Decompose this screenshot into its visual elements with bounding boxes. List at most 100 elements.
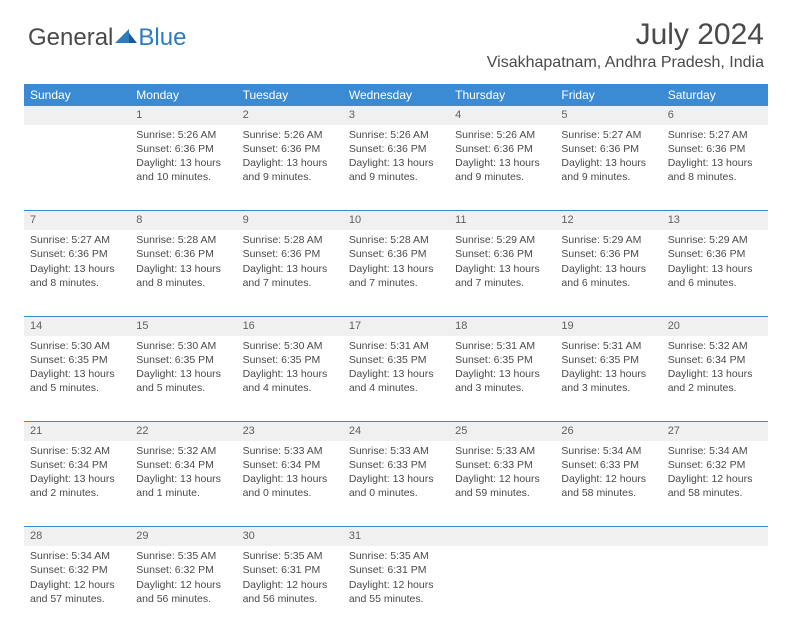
daylight-line2: and 6 minutes. — [561, 276, 655, 290]
day-number: 5 — [555, 106, 661, 125]
day-number: 24 — [343, 422, 449, 441]
day-cell: Sunrise: 5:28 AMSunset: 6:36 PMDaylight:… — [130, 230, 236, 316]
logo: General Blue — [28, 24, 186, 52]
daylight-line2: and 9 minutes. — [243, 170, 337, 184]
sunset-text: Sunset: 6:33 PM — [561, 458, 655, 472]
day-number-row: 28293031 — [24, 527, 768, 546]
sunrise-text: Sunrise: 5:30 AM — [30, 339, 124, 353]
daylight-line1: Daylight: 12 hours — [30, 578, 124, 592]
sunset-text: Sunset: 6:36 PM — [561, 142, 655, 156]
day-cell: Sunrise: 5:30 AMSunset: 6:35 PMDaylight:… — [237, 336, 343, 422]
sunrise-text: Sunrise: 5:32 AM — [136, 444, 230, 458]
day-cell: Sunrise: 5:31 AMSunset: 6:35 PMDaylight:… — [343, 336, 449, 422]
sunset-text: Sunset: 6:36 PM — [349, 142, 443, 156]
daylight-line1: Daylight: 13 hours — [30, 472, 124, 486]
sunrise-text: Sunrise: 5:28 AM — [243, 233, 337, 247]
day-number: 26 — [555, 422, 661, 441]
weekday-header: Monday — [130, 84, 236, 106]
sunset-text: Sunset: 6:35 PM — [243, 353, 337, 367]
sunset-text: Sunset: 6:33 PM — [349, 458, 443, 472]
sunset-text: Sunset: 6:35 PM — [455, 353, 549, 367]
day-number: 29 — [130, 527, 236, 546]
day-cell: Sunrise: 5:33 AMSunset: 6:33 PMDaylight:… — [449, 441, 555, 527]
daylight-line1: Daylight: 13 hours — [243, 367, 337, 381]
day-cell — [449, 546, 555, 632]
sunrise-text: Sunrise: 5:31 AM — [561, 339, 655, 353]
daylight-line1: Daylight: 13 hours — [136, 156, 230, 170]
daylight-line1: Daylight: 13 hours — [455, 156, 549, 170]
sunset-text: Sunset: 6:32 PM — [668, 458, 762, 472]
day-cell: Sunrise: 5:28 AMSunset: 6:36 PMDaylight:… — [343, 230, 449, 316]
day-number: 31 — [343, 527, 449, 546]
sunrise-text: Sunrise: 5:27 AM — [668, 128, 762, 142]
day-number: 12 — [555, 211, 661, 230]
sunset-text: Sunset: 6:32 PM — [30, 563, 124, 577]
daylight-line2: and 8 minutes. — [136, 276, 230, 290]
sunset-text: Sunset: 6:35 PM — [30, 353, 124, 367]
location-subtitle: Visakhapatnam, Andhra Pradesh, India — [487, 54, 764, 72]
daylight-line1: Daylight: 12 hours — [243, 578, 337, 592]
daylight-line1: Daylight: 13 hours — [30, 262, 124, 276]
sunset-text: Sunset: 6:36 PM — [136, 247, 230, 261]
title-block: July 2024 Visakhapatnam, Andhra Pradesh,… — [487, 18, 764, 72]
daylight-line2: and 5 minutes. — [30, 381, 124, 395]
day-number: 20 — [662, 316, 768, 335]
sunrise-text: Sunrise: 5:31 AM — [349, 339, 443, 353]
day-cell: Sunrise: 5:34 AMSunset: 6:32 PMDaylight:… — [662, 441, 768, 527]
daylight-line2: and 7 minutes. — [243, 276, 337, 290]
logo-triangle-icon — [115, 24, 137, 52]
sunrise-text: Sunrise: 5:26 AM — [136, 128, 230, 142]
sunrise-text: Sunrise: 5:26 AM — [455, 128, 549, 142]
day-cell — [555, 546, 661, 632]
daylight-line1: Daylight: 13 hours — [561, 262, 655, 276]
daylight-line1: Daylight: 13 hours — [668, 156, 762, 170]
sunrise-text: Sunrise: 5:35 AM — [243, 549, 337, 563]
daylight-line1: Daylight: 13 hours — [561, 367, 655, 381]
daylight-line2: and 57 minutes. — [30, 592, 124, 606]
sunset-text: Sunset: 6:36 PM — [561, 247, 655, 261]
day-number: 30 — [237, 527, 343, 546]
daylight-line2: and 3 minutes. — [455, 381, 549, 395]
day-number: 2 — [237, 106, 343, 125]
day-number: 22 — [130, 422, 236, 441]
sunrise-text: Sunrise: 5:27 AM — [561, 128, 655, 142]
day-number — [449, 527, 555, 546]
daylight-line2: and 3 minutes. — [561, 381, 655, 395]
day-cell: Sunrise: 5:26 AMSunset: 6:36 PMDaylight:… — [343, 125, 449, 211]
daylight-line1: Daylight: 13 hours — [455, 367, 549, 381]
sunrise-text: Sunrise: 5:34 AM — [668, 444, 762, 458]
day-number: 7 — [24, 211, 130, 230]
logo-text-general: General — [28, 24, 113, 52]
sunset-text: Sunset: 6:34 PM — [30, 458, 124, 472]
day-number: 16 — [237, 316, 343, 335]
day-cell: Sunrise: 5:31 AMSunset: 6:35 PMDaylight:… — [555, 336, 661, 422]
sunrise-text: Sunrise: 5:26 AM — [349, 128, 443, 142]
daylight-line1: Daylight: 12 hours — [668, 472, 762, 486]
logo-text-blue: Blue — [138, 24, 186, 52]
weekday-header: Thursday — [449, 84, 555, 106]
weekday-header: Sunday — [24, 84, 130, 106]
day-cell: Sunrise: 5:30 AMSunset: 6:35 PMDaylight:… — [24, 336, 130, 422]
day-cell: Sunrise: 5:35 AMSunset: 6:31 PMDaylight:… — [237, 546, 343, 632]
day-cell — [662, 546, 768, 632]
daylight-line2: and 2 minutes. — [30, 486, 124, 500]
day-number: 19 — [555, 316, 661, 335]
daylight-line2: and 58 minutes. — [668, 486, 762, 500]
daylight-line2: and 55 minutes. — [349, 592, 443, 606]
sunrise-text: Sunrise: 5:34 AM — [30, 549, 124, 563]
daylight-line1: Daylight: 13 hours — [668, 262, 762, 276]
month-title: July 2024 — [487, 18, 764, 52]
daylight-line2: and 9 minutes. — [455, 170, 549, 184]
sunset-text: Sunset: 6:35 PM — [349, 353, 443, 367]
daylight-line2: and 58 minutes. — [561, 486, 655, 500]
day-cell: Sunrise: 5:28 AMSunset: 6:36 PMDaylight:… — [237, 230, 343, 316]
day-cell — [24, 125, 130, 211]
sunrise-text: Sunrise: 5:29 AM — [561, 233, 655, 247]
day-number: 4 — [449, 106, 555, 125]
sunset-text: Sunset: 6:31 PM — [243, 563, 337, 577]
day-cell: Sunrise: 5:31 AMSunset: 6:35 PMDaylight:… — [449, 336, 555, 422]
day-cell: Sunrise: 5:34 AMSunset: 6:33 PMDaylight:… — [555, 441, 661, 527]
week-row: Sunrise: 5:30 AMSunset: 6:35 PMDaylight:… — [24, 336, 768, 422]
day-number: 8 — [130, 211, 236, 230]
daylight-line1: Daylight: 13 hours — [243, 472, 337, 486]
